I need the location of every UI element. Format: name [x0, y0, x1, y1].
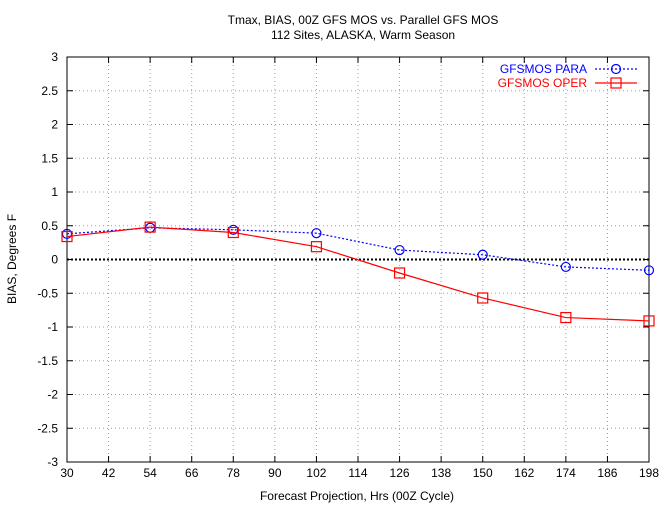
x-tick-label: 66 [185, 466, 199, 480]
y-tick-label: -3 [47, 455, 58, 469]
x-tick-label: 42 [102, 466, 116, 480]
data-point [477, 249, 488, 260]
legend-label: GFSMOS PARA [500, 62, 587, 76]
data-point [393, 267, 406, 279]
x-axis-label: Forecast Projection, Hrs (00Z Cycle) [260, 489, 454, 503]
data-point [310, 241, 323, 253]
x-tick-label: 186 [597, 466, 617, 480]
data-point [311, 228, 322, 239]
x-tick-label: 90 [268, 466, 282, 480]
data-point [643, 315, 655, 327]
y-tick-label: 2 [51, 118, 58, 132]
y-axis: -3 -2.5 -2 -1.5 -1 -0.5 0 0.5 1 1.5 2 2.5 3 [37, 50, 649, 469]
x-tick-label: 78 [227, 466, 241, 480]
data-point [394, 244, 405, 256]
legend-label: GFSMOS OPER [498, 76, 588, 90]
y-tick-label: 1.5 [41, 151, 58, 165]
x-tick-label: 150 [473, 466, 493, 480]
x-axis: 30 42 54 66 78 90 102 114 126 138 150 162 174 186 198 [60, 57, 659, 480]
x-tick-label: 114 [348, 466, 367, 480]
data-point [144, 221, 156, 233]
y-tick-label: 0.5 [41, 219, 58, 233]
y-tick-label: 0 [51, 253, 58, 267]
chart-title: Tmax, BIAS, 00Z GFS MOS vs. Parallel GFS… [228, 13, 499, 27]
x-tick-label: 30 [60, 466, 74, 480]
series-line [66, 226, 650, 322]
x-tick-label: 126 [390, 466, 410, 480]
x-tick-label: 138 [431, 466, 451, 480]
data-point [227, 226, 239, 239]
legend-marker [610, 77, 622, 89]
y-tick-label: -1 [47, 320, 58, 334]
data-point [643, 265, 655, 276]
y-axis-label: BIAS, Degrees F [5, 214, 19, 304]
y-tick-label: -0.5 [37, 286, 58, 300]
x-tick-label: 198 [639, 466, 659, 480]
chart-subtitle: 112 Sites, ALASKA, Warm Season [271, 28, 455, 42]
x-tick-label: 102 [306, 466, 326, 480]
y-tick-label: -1.5 [37, 354, 58, 368]
x-tick-label: 162 [514, 466, 534, 480]
y-tick-label: 3 [51, 50, 58, 64]
series-oper [61, 221, 655, 327]
x-tick-label: 174 [556, 466, 576, 480]
y-tick-label: -2 [47, 388, 58, 402]
y-tick-label: -2.5 [37, 421, 58, 435]
series-layer [61, 221, 655, 327]
data-point [61, 230, 73, 243]
data-point [477, 292, 489, 304]
legend-marker [610, 63, 622, 75]
y-tick-label: 2.5 [41, 84, 58, 98]
data-point [560, 311, 572, 324]
y-tick-label: 1 [51, 185, 58, 199]
x-tick-label: 54 [143, 466, 157, 480]
data-point [560, 261, 571, 273]
